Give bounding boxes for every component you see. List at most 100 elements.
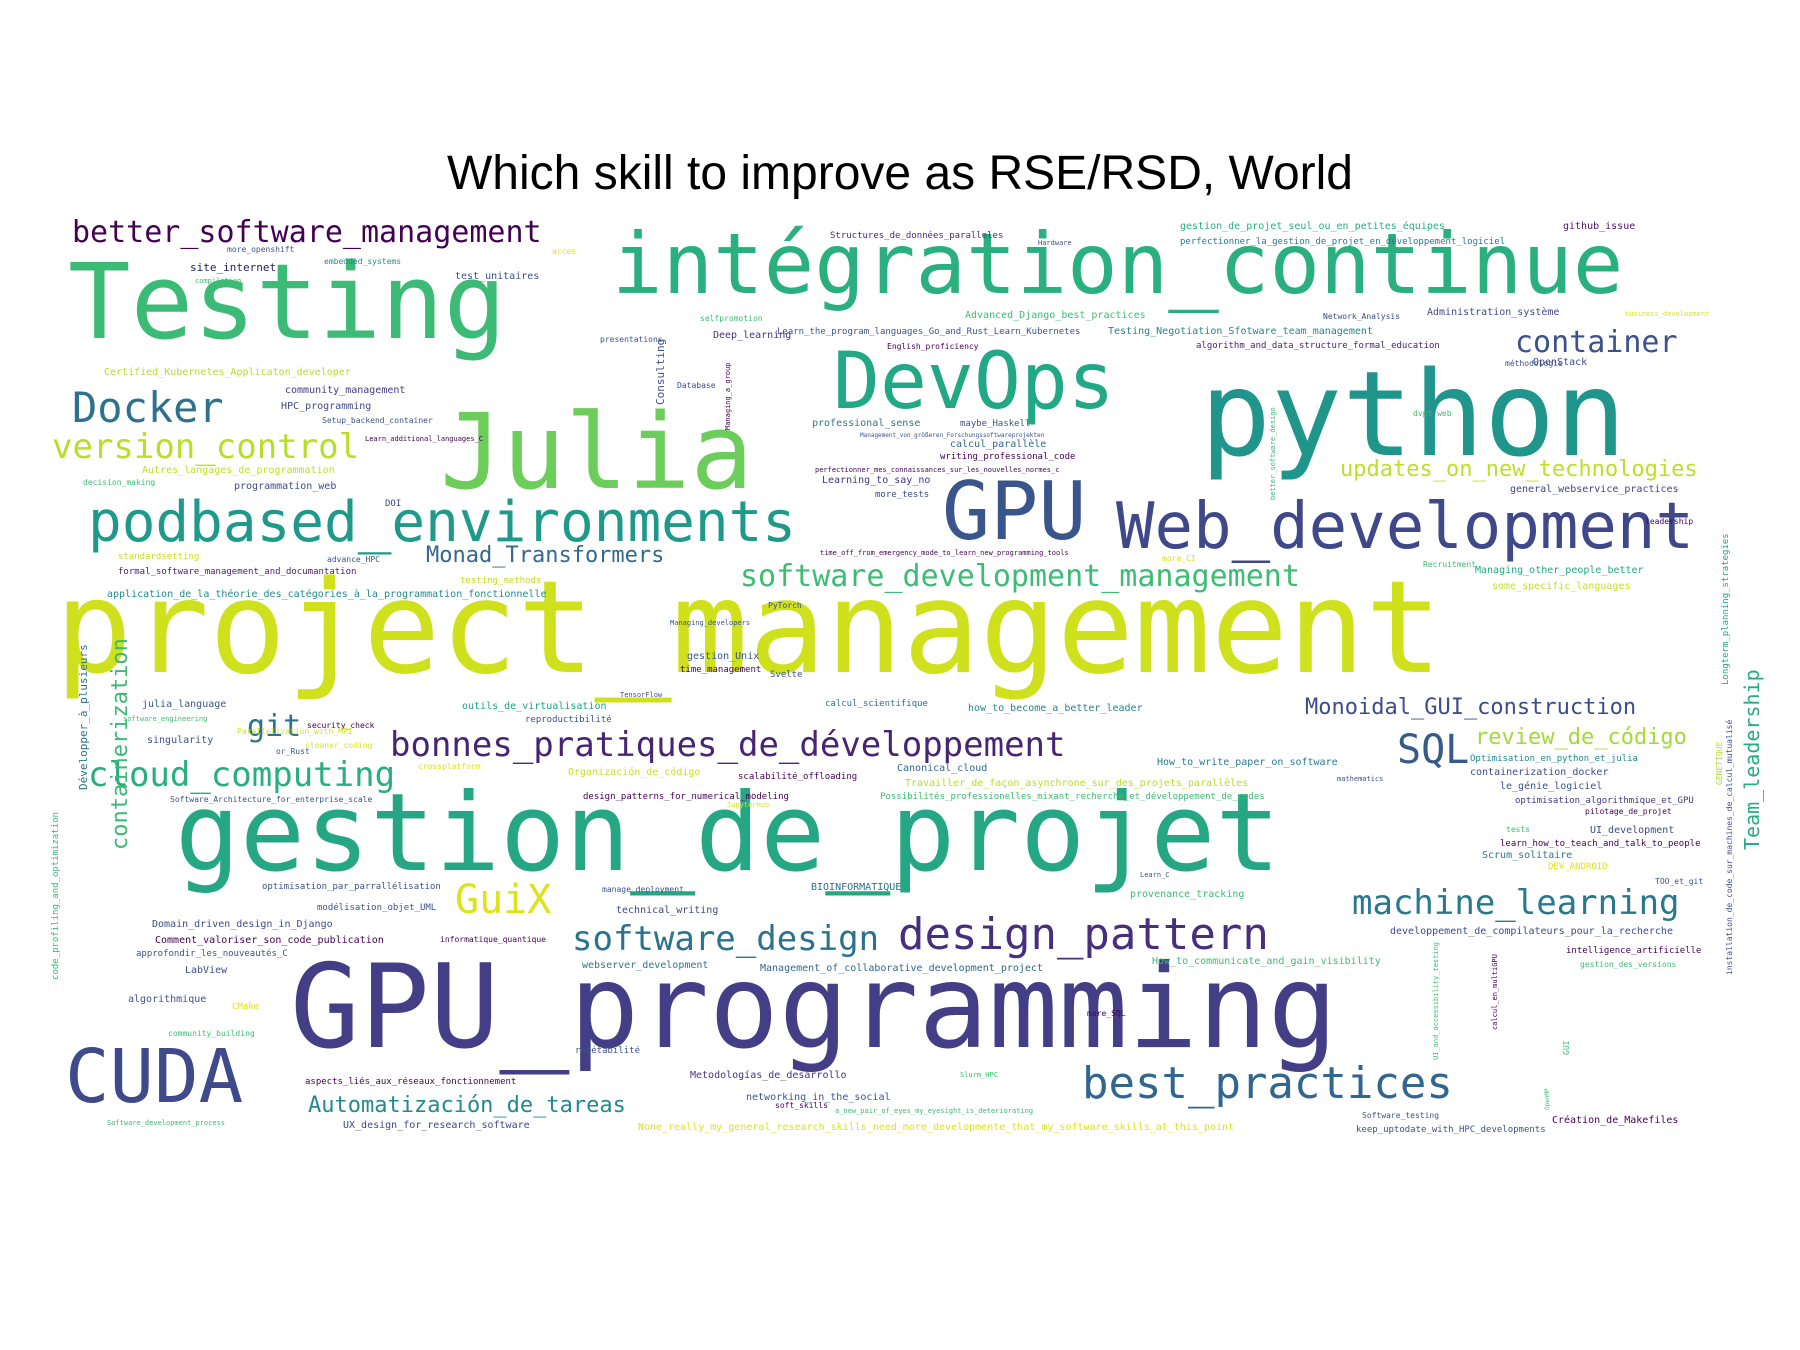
word-bonnes-pratiques-de-developpement: bonnes_pratiques_de_développement bbox=[390, 725, 1066, 765]
word-soft-skills: soft_skills bbox=[775, 1101, 828, 1110]
word-advance-hpc: advance_HPC bbox=[327, 555, 380, 564]
word-more-sql: more_SQL bbox=[1087, 1009, 1126, 1018]
word-acces: acces bbox=[552, 247, 577, 256]
word-sql: SQL bbox=[1397, 727, 1470, 773]
word-hpc-programming: HPC_programming bbox=[281, 401, 372, 412]
word-formal-software-management-and-documantation: formal_software_management_and_documanta… bbox=[118, 567, 357, 577]
word-creation-de-makefiles: Création_de_Makefiles bbox=[1552, 1115, 1679, 1126]
word-business-development: business_development bbox=[1625, 310, 1710, 318]
word-web-development: Web_development bbox=[1116, 490, 1694, 564]
word-network-analysis: Network_Analysis bbox=[1323, 312, 1401, 321]
word-webserver-development: webserver_development bbox=[582, 960, 709, 971]
word-more-tests: more_tests bbox=[875, 490, 930, 500]
word-gestion-des-versions: gestion_des_versions bbox=[1580, 960, 1677, 969]
chart-title: Which skill to improve as RSE/RSD, World bbox=[447, 147, 1353, 200]
word-optimisation-algorithmique-et-gpu: optimisation_algorithmique_et_GPU bbox=[1515, 796, 1694, 806]
word-openmp: OpenMP bbox=[1544, 1088, 1551, 1110]
word-developpement-de-compilateurs-pour-la-recherche: developpement_de_compilateurs_pour_la_re… bbox=[1390, 926, 1673, 937]
word-genetique: GENETIQUE bbox=[1715, 741, 1724, 785]
word-hardware: Hardware bbox=[1038, 239, 1072, 247]
word-gestion-unix: gestion_Unix bbox=[687, 651, 760, 662]
word-docker: Docker bbox=[72, 383, 224, 432]
word-software-engineering: software_engineering bbox=[123, 715, 208, 723]
word-automatizacion-de-tareas: Automatización_de_tareas bbox=[308, 1093, 626, 1118]
word-better-software-design: better_software_design bbox=[1269, 407, 1277, 500]
word-testing-methods: testing_methods bbox=[460, 576, 542, 586]
word-technical-writing: technical_writing bbox=[616, 905, 719, 916]
word-domain-driven-design-in-django: Domain_driven_design_in_Django bbox=[152, 919, 333, 930]
word-canonical-cloud: Canonical_cloud bbox=[897, 763, 988, 774]
word-monad-transformers: Monad_Transformers bbox=[426, 543, 665, 568]
word-ui-development: UI_development bbox=[1590, 825, 1675, 836]
word-gpu-programming: GPU_programming bbox=[290, 940, 1338, 1075]
word-organizacion-de-codigo: Organización_de_código bbox=[568, 767, 701, 778]
word-informatique-quantique: informatique_quantique bbox=[440, 935, 546, 944]
word-some-specific-languages: some_specific_languages bbox=[1492, 581, 1631, 592]
word-dvpt-web: dvpt_web bbox=[1413, 409, 1452, 418]
word-presentations: presentations bbox=[600, 335, 663, 344]
word-optimisation-en-python-et-julia: Optimisation_en_python_et_julia bbox=[1470, 754, 1638, 764]
word-managing-developers: Managing_developers bbox=[670, 619, 751, 627]
word-perfectionner-la-gestion-de-projet-en-developpement-logiciel: perfectionner_la_gestion_de_projet_en_dé… bbox=[1180, 237, 1506, 247]
word-cmake: CMake bbox=[232, 1002, 260, 1012]
word-design-pattern: design_pattern bbox=[898, 909, 1269, 960]
word-time-off-from-emergency-mode-to-learn-new-programming-tools: time_off_from_emergency_mode_to_learn_ne… bbox=[820, 549, 1069, 557]
word-containerization-docker: containerization_docker bbox=[1470, 767, 1609, 778]
word-review-de-codigo: review_de_código bbox=[1475, 725, 1687, 750]
word-installation-de-code-sur-machines-de-calcul-mutualise: installation_de_code_sur_machines_de_cal… bbox=[1725, 719, 1734, 975]
word-or-rust: or_Rust bbox=[276, 747, 310, 756]
word-calcul-en-multigpu: calcul_en_multiGPU bbox=[1491, 954, 1499, 1030]
word-administration-systeme: Administration_système bbox=[1427, 307, 1560, 318]
word-aspects-lies-aux-reseaux-fonctionnement: aspects_liés_aux_réseaux_fonctionnement bbox=[305, 1077, 517, 1087]
word-selfpromotion: selfpromotion bbox=[700, 314, 763, 323]
word-algorithm-and-data-structure-formal-education: algorithm_and_data_structure_formal_educ… bbox=[1196, 341, 1440, 351]
word-approfondir-les-nouveautes-c: approfondir_les_nouveautés_C bbox=[136, 949, 288, 959]
word-code-profiling-and-optimization: code_profiling_and_optimization bbox=[51, 812, 61, 980]
word-team-leadership: Team_leadership bbox=[1740, 669, 1764, 850]
word-recruitment: Recruitment bbox=[1423, 560, 1476, 569]
word-jupyterhub: JupyterHub bbox=[727, 801, 770, 809]
word-devops: DevOps bbox=[833, 337, 1115, 427]
word-gpu: GPU bbox=[942, 465, 1087, 558]
word-too-et-git: TOO_et_git bbox=[1655, 877, 1704, 886]
word-networking-in-the-social: networking_in_the_social bbox=[746, 1092, 891, 1103]
word-advanced-django-best-practices: Advanced_Django_best_practices bbox=[965, 310, 1146, 321]
word-design-patterns-for-numerical-modeling: design_patterns_for_numerical_modeling bbox=[583, 792, 789, 802]
word-software-development-management: software_development_management bbox=[740, 559, 1300, 594]
word-deep-learning: Deep_learning bbox=[713, 330, 792, 341]
word-intelligence-artificielle: intelligence_artificielle bbox=[1566, 946, 1702, 956]
word-tensorflow: TensorFlow bbox=[620, 691, 663, 699]
word-algorithmique: algorithmique bbox=[128, 994, 207, 1005]
word-guix: GuiX bbox=[455, 877, 552, 923]
word-container: container bbox=[1515, 325, 1678, 360]
word-scrum-solitaire: Scrum_solitaire bbox=[1482, 850, 1573, 861]
word-learn-additional-languages-c: Learn_additional_languages_C bbox=[365, 435, 484, 443]
word-test-unitaires: test_unitaires bbox=[455, 271, 540, 282]
word-consulting: Consulting bbox=[654, 338, 667, 405]
word-python: python bbox=[1200, 345, 1627, 483]
word-tests: tests bbox=[1506, 825, 1531, 834]
word-gestion-de-projet-seul-ou-en-petites-equipes: gestion_de_projet_seul_ou_en_petites_équ… bbox=[1180, 221, 1445, 232]
word-julia: Julia bbox=[440, 391, 754, 513]
word-cloud-computing: cloud_computing bbox=[88, 755, 396, 795]
word-pilotage-de-projet: pilotage_de_projet bbox=[1585, 807, 1672, 816]
word-embedded-systems: embedded_systems bbox=[324, 257, 402, 266]
word-better-software-management: better_software_management bbox=[72, 215, 542, 250]
word-professional-sense: professional_sense bbox=[812, 418, 921, 429]
word-openstack: OpenStack bbox=[1533, 357, 1588, 368]
word-learn-how-to-teach-and-talk-to-people: learn_how_to_teach_and_talk_to_people bbox=[1500, 839, 1701, 849]
word-more-ci: more_CI bbox=[1162, 554, 1196, 563]
word-standardsetting: standardsetting bbox=[118, 552, 200, 562]
word-doi: DOI bbox=[385, 499, 402, 509]
word-provenance-tracking: provenance_tracking bbox=[1130, 889, 1245, 900]
word-gestion-de-projet: gestion_de_projet bbox=[175, 771, 1281, 896]
word-autres-langages-de-programmation: Autres_langages_de_programmation bbox=[142, 465, 335, 476]
word-updates-on-new-technologies: updates_on_new_technologies bbox=[1340, 457, 1698, 482]
word-monoidal-gui-construction: Monoidal_GUI_construction bbox=[1305, 695, 1637, 720]
word-time-management: time_management bbox=[680, 665, 762, 675]
word-pytorch: PyTorch bbox=[768, 601, 802, 610]
word-how-to-write-paper-on-software: How_to_write_paper_on_software bbox=[1157, 757, 1338, 768]
word-repetabilite: répétabilité bbox=[575, 1046, 641, 1056]
word-containerization: containerization bbox=[108, 638, 133, 850]
